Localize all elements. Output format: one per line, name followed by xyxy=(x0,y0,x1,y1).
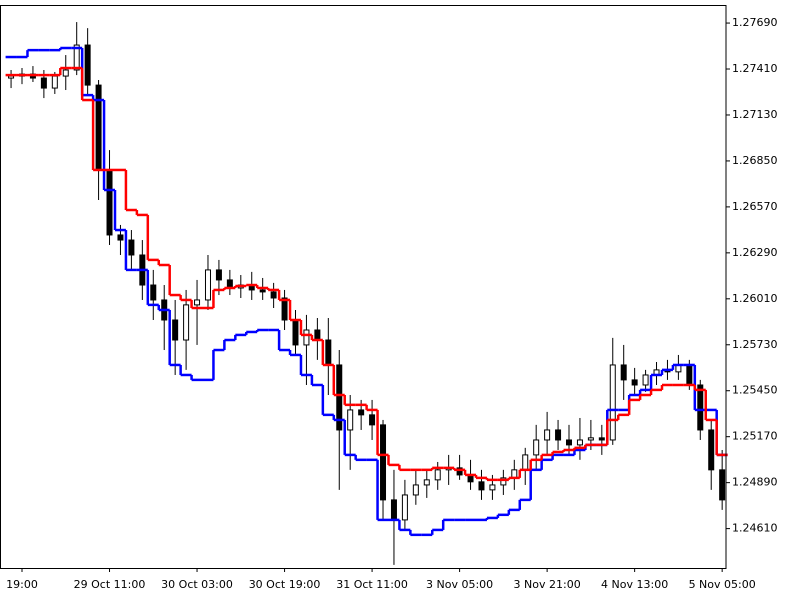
candle-body xyxy=(128,239,135,256)
candle-body xyxy=(522,454,529,471)
candle-body xyxy=(215,269,222,281)
x-tick-label: 3 Nov 21:00 xyxy=(514,578,581,591)
candle-body xyxy=(259,289,266,293)
y-tick-label: 1.27690 xyxy=(732,16,778,29)
candle-body xyxy=(95,84,102,171)
candle-body xyxy=(8,75,15,79)
candle-body xyxy=(270,291,277,299)
candle-body xyxy=(150,284,157,301)
candle-body xyxy=(719,469,726,501)
candle-body xyxy=(401,494,408,521)
y-tick-label: 1.26570 xyxy=(732,200,778,213)
candle-body xyxy=(369,414,376,426)
candle-body xyxy=(456,467,463,476)
candle-body xyxy=(84,44,91,86)
candle-body xyxy=(292,319,299,346)
candle-body xyxy=(423,479,430,486)
y-tick-label: 1.27410 xyxy=(732,62,778,75)
x-tick-label: 31 Oct 11:00 xyxy=(336,578,408,591)
candle-body xyxy=(117,234,124,241)
y-tick-label: 1.24610 xyxy=(732,522,778,535)
y-tick-label: 1.25450 xyxy=(732,384,778,397)
candle-body xyxy=(489,484,496,491)
candle-body xyxy=(576,439,583,446)
candle-body xyxy=(172,319,179,341)
candle-body xyxy=(73,44,80,71)
y-tick-label: 1.25730 xyxy=(732,338,778,351)
candle-body xyxy=(204,269,211,301)
y-tick-label: 1.26010 xyxy=(732,292,778,305)
candle-body xyxy=(697,384,704,431)
candle-body xyxy=(314,329,321,341)
candle-body xyxy=(708,429,715,471)
candle-body xyxy=(500,477,507,486)
candle-body xyxy=(183,304,190,341)
candle-body xyxy=(51,75,58,89)
candle-body xyxy=(598,437,605,441)
candle-body xyxy=(544,429,551,441)
x-tick-label: 29 Oct 11:00 xyxy=(74,578,146,591)
y-tick-label: 1.27130 xyxy=(732,108,778,121)
x-tick-label: 30 Oct 03:00 xyxy=(161,578,233,591)
candle-body xyxy=(358,409,365,416)
x-tick-label: 5 Nov 05:00 xyxy=(689,578,756,591)
candle-body xyxy=(533,439,540,456)
candle-body xyxy=(412,484,419,496)
y-tick-label: 1.24890 xyxy=(732,476,778,489)
candle-body xyxy=(390,499,397,521)
candle-body xyxy=(642,374,649,386)
candle-body xyxy=(609,364,616,441)
candle-body xyxy=(106,169,113,236)
candle-body xyxy=(686,364,693,386)
y-tick-label: 1.26850 xyxy=(732,154,778,167)
y-tick-label: 1.26290 xyxy=(732,246,778,259)
y-tick-label: 1.25170 xyxy=(732,430,778,443)
candle-body xyxy=(434,469,441,481)
candle-body xyxy=(40,77,47,89)
candle-body xyxy=(325,339,332,366)
x-tick-label: 19:00 xyxy=(6,578,38,591)
candle-body xyxy=(281,297,288,321)
x-tick-label: 3 Nov 05:00 xyxy=(426,578,493,591)
candle-body xyxy=(587,437,594,441)
candle-body xyxy=(303,329,310,346)
x-tick-label: 30 Oct 19:00 xyxy=(249,578,321,591)
candle-body xyxy=(194,299,201,306)
candle-body xyxy=(62,69,69,77)
candle-body xyxy=(555,429,562,441)
candle-body xyxy=(566,439,572,446)
candle-body xyxy=(631,379,638,386)
plot-frame xyxy=(0,5,727,569)
candle-body xyxy=(478,481,485,491)
x-tick-label: 4 Nov 13:00 xyxy=(601,578,668,591)
candle-body xyxy=(347,409,354,431)
candle-body xyxy=(380,424,387,501)
candle-body xyxy=(620,364,627,381)
candle-body xyxy=(336,364,343,431)
